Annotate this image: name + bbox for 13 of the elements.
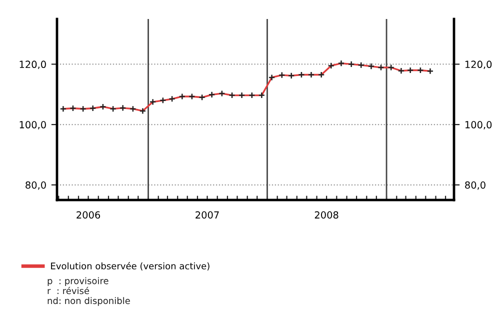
text: r : révisé [48,286,90,294]
x-tick-label: 2006 [76,211,100,219]
x-tick-label: 2007 [196,211,219,219]
text: nd: non disponible [48,297,130,306]
legend-label: Evolution observée (version active) [51,262,210,270]
text: p : provisoire [48,277,108,286]
y2-tick-label: 120,0 [465,60,492,70]
y-tick-label: 100,0 [20,121,46,130]
y2-tick-label: 80,0 [465,181,486,190]
x-tick-label: 2008 [314,211,338,219]
y2-tick-label: 100,0 [465,121,492,130]
y-tick-label: 120,0 [20,60,46,70]
y-tick-label: 80,0 [26,181,46,190]
